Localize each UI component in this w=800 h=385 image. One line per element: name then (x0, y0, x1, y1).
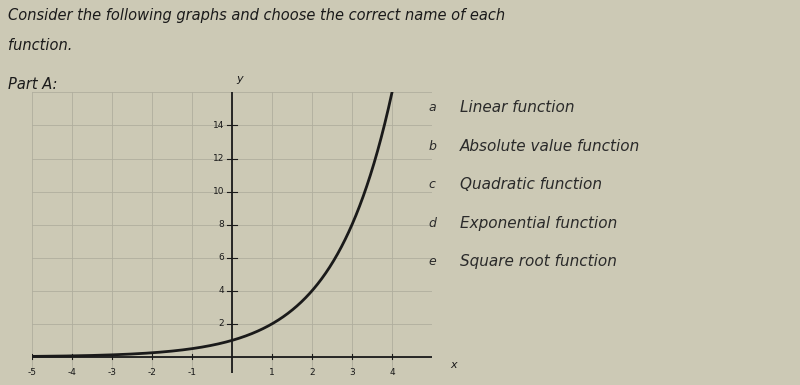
Text: 10: 10 (213, 187, 224, 196)
Text: 2: 2 (309, 368, 315, 377)
Text: 4: 4 (218, 286, 224, 295)
Text: x: x (450, 360, 458, 370)
Text: Part A:: Part A: (8, 77, 58, 92)
Text: -3: -3 (107, 368, 117, 377)
Text: Square root function: Square root function (460, 254, 617, 269)
Text: -1: -1 (187, 368, 197, 377)
Text: 1: 1 (269, 368, 275, 377)
Text: c: c (429, 178, 435, 191)
Text: 14: 14 (213, 121, 224, 130)
Text: -4: -4 (67, 368, 77, 377)
Text: Absolute value function: Absolute value function (460, 139, 640, 154)
Text: b: b (428, 140, 436, 153)
Text: e: e (428, 255, 436, 268)
Text: d: d (428, 217, 436, 230)
Text: 8: 8 (218, 220, 224, 229)
Text: -5: -5 (27, 368, 37, 377)
Text: 6: 6 (218, 253, 224, 262)
Text: 3: 3 (349, 368, 355, 377)
Text: Linear function: Linear function (460, 100, 574, 115)
Text: Consider the following graphs and choose the correct name of each: Consider the following graphs and choose… (8, 8, 505, 23)
Text: Exponential function: Exponential function (460, 216, 618, 231)
Text: y: y (236, 74, 242, 84)
Text: 4: 4 (389, 368, 395, 377)
Text: 2: 2 (218, 319, 224, 328)
Text: a: a (428, 101, 436, 114)
Text: 12: 12 (213, 154, 224, 163)
Text: Quadratic function: Quadratic function (460, 177, 602, 192)
Text: -2: -2 (147, 368, 157, 377)
Text: function.: function. (8, 38, 72, 54)
